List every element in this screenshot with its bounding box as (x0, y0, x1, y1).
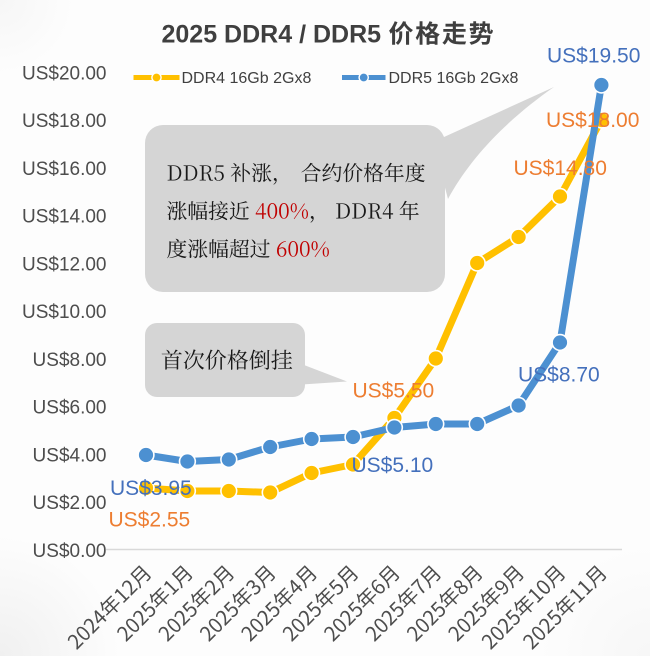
svg-text:DDR5 16Gb 2Gx8: DDR5 16Gb 2Gx8 (389, 70, 519, 87)
svg-text:US$3.95: US$3.95 (110, 477, 192, 500)
svg-text:US$2.00: US$2.00 (33, 493, 107, 514)
svg-text:2025 DDR4 / DDR5: 2025 DDR4 / DDR5 (162, 21, 382, 49)
svg-text:US$19.50: US$19.50 (547, 45, 640, 68)
svg-text:US$5.10: US$5.10 (352, 454, 434, 477)
svg-text:US$14.00: US$14.00 (22, 207, 107, 228)
svg-text:US$8.70: US$8.70 (518, 364, 600, 387)
svg-text:US$5.50: US$5.50 (353, 380, 435, 403)
svg-text:US$18.00: US$18.00 (546, 109, 639, 132)
svg-text:US$8.00: US$8.00 (33, 350, 107, 371)
svg-text:DDR4 16Gb 2Gx8: DDR4 16Gb 2Gx8 (182, 70, 312, 87)
svg-text:US$0.00: US$0.00 (33, 541, 107, 562)
svg-text:US$12.00: US$12.00 (22, 254, 107, 275)
svg-text:US$16.00: US$16.00 (22, 159, 107, 180)
svg-text:US$10.00: US$10.00 (22, 302, 107, 323)
svg-text:US$6.00: US$6.00 (33, 398, 107, 419)
svg-text:US$20.00: US$20.00 (22, 63, 107, 84)
svg-text:US$2.55: US$2.55 (109, 509, 191, 532)
svg-text:US$14.80: US$14.80 (514, 157, 607, 180)
svg-text:US$18.00: US$18.00 (22, 111, 107, 132)
svg-text:US$4.00: US$4.00 (33, 445, 107, 466)
